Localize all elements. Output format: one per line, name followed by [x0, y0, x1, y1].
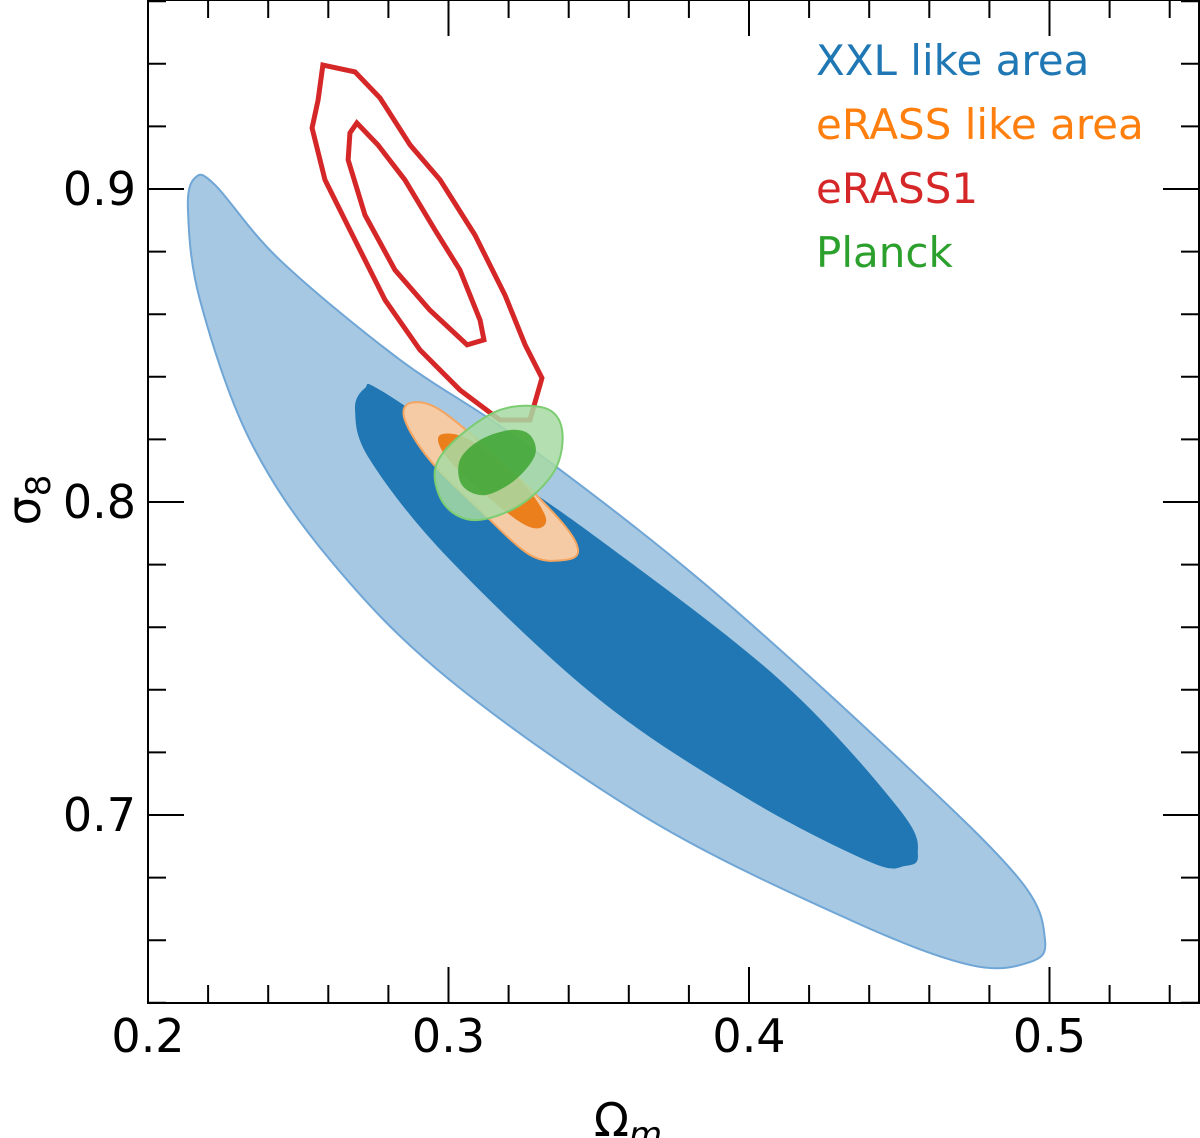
x-axis-label-sub: m	[629, 1115, 662, 1138]
x-tick-label: 0.4	[712, 1009, 785, 1063]
x-axis-label: Ωm	[594, 1093, 662, 1138]
x-tick-label: 0.3	[412, 1009, 485, 1063]
y-axis-label-main: σ	[0, 496, 51, 525]
contour-planck-1sigma	[458, 429, 536, 496]
y-tick-label: 0.7	[63, 788, 136, 842]
contour-erass1-1sigma	[345, 119, 487, 348]
contours-layer	[186, 62, 1047, 970]
legend-entry: Planck	[816, 228, 953, 277]
x-tick-label: 0.2	[111, 1009, 184, 1063]
legend: XXL like area eRASS like area eRASS1 Planck	[816, 36, 1144, 277]
y-tick-label: 0.9	[63, 162, 136, 216]
y-axis-label-sub: 8	[19, 475, 59, 497]
y-axis-label: σ8	[0, 475, 59, 526]
x-tick-label: 0.5	[1013, 1009, 1086, 1063]
x-axis-label-main: Ω	[594, 1093, 629, 1138]
y-tick-label: 0.8	[63, 475, 136, 529]
legend-entry: eRASS like area	[816, 100, 1144, 149]
plot-frame	[147, 0, 1200, 1004]
legend-entry: eRASS1	[816, 164, 978, 213]
legend-entry: XXL like area	[816, 36, 1089, 85]
